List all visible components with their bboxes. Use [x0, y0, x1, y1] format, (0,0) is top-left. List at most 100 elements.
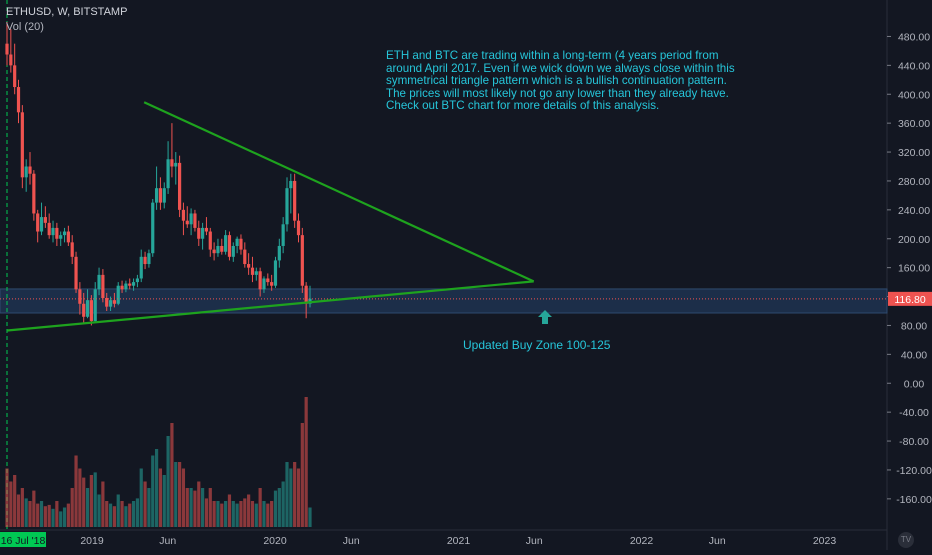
candle — [250, 256, 255, 283]
volume-bar — [43, 506, 47, 527]
candle — [273, 256, 278, 288]
volume-bar — [239, 501, 243, 527]
candle — [5, 22, 9, 66]
candle-body — [162, 188, 166, 203]
candle-body — [108, 300, 113, 307]
candle-body — [289, 180, 293, 189]
y-axis-tick-label: -120.00 — [896, 465, 932, 477]
last-price-label: 116.80 — [894, 294, 925, 306]
volume-bar — [32, 490, 36, 527]
candle-body — [273, 260, 278, 286]
volume-bar — [74, 455, 78, 527]
y-axis-tick-label: 360.00 — [898, 118, 930, 130]
volume-indicator-label[interactable]: Vol (20) — [6, 21, 44, 33]
candle — [266, 273, 270, 286]
candle-body — [220, 245, 224, 252]
annotation-line: around April 2017. Even if we wick down … — [386, 61, 735, 75]
candle — [39, 202, 44, 236]
candle-body — [85, 300, 90, 317]
candle-body — [166, 159, 170, 189]
volume-bar — [189, 488, 193, 527]
candle-body — [158, 188, 163, 203]
volume-bar — [82, 477, 86, 527]
candle — [93, 282, 97, 323]
x-axis-tick-label: Jun — [709, 535, 726, 547]
x-axis-tick-label: 2021 — [447, 535, 471, 547]
y-axis-tick-label: -160.00 — [896, 494, 932, 506]
triangle-trendline — [7, 280, 534, 332]
candle — [59, 231, 63, 246]
volume-bar — [174, 462, 178, 527]
candle — [89, 295, 93, 326]
y-axis-tick-label: 80.00 — [901, 320, 927, 332]
volume-bar — [270, 501, 274, 527]
tradingview-logo-icon[interactable]: TV — [898, 532, 914, 548]
volume-bar — [204, 498, 209, 527]
y-axis-tick-label: 160.00 — [898, 263, 930, 275]
candle-body — [296, 220, 301, 236]
candle-body — [143, 256, 147, 265]
candle — [216, 238, 220, 257]
candle — [247, 253, 251, 275]
candle-body — [154, 188, 159, 203]
candle — [277, 238, 281, 268]
candle-body — [24, 166, 28, 178]
candle — [270, 274, 274, 291]
candle — [154, 166, 159, 210]
candle-body — [120, 285, 124, 290]
candle — [120, 280, 124, 293]
candle — [97, 267, 101, 296]
y-axis-tick-label: 400.00 — [898, 89, 930, 101]
candle — [124, 280, 128, 293]
candle — [24, 159, 28, 192]
y-axis-tick-label: 40.00 — [901, 349, 927, 361]
candle — [285, 177, 289, 232]
candle-body — [300, 235, 304, 286]
buy-zone-rectangle — [0, 288, 888, 314]
candle-body — [174, 162, 178, 167]
volume-bar — [227, 494, 232, 527]
volume-bar — [170, 423, 174, 527]
candle — [32, 170, 36, 221]
candle-body — [250, 267, 255, 275]
candle-body — [170, 159, 174, 167]
volume-bar — [177, 462, 182, 527]
candle-body — [224, 235, 228, 252]
candle — [135, 274, 140, 288]
volume-bar — [262, 501, 266, 527]
candle — [128, 278, 132, 290]
volume-bar — [212, 501, 216, 527]
candle — [51, 220, 55, 243]
volume-bar — [36, 503, 40, 527]
volume-bar — [20, 488, 24, 527]
candle-body — [139, 256, 143, 279]
volume-bar — [185, 488, 189, 527]
volume-bar — [273, 490, 278, 527]
candle-body — [258, 271, 262, 290]
candle — [78, 282, 82, 315]
candle-body — [55, 227, 59, 239]
candle-body — [247, 264, 251, 268]
volume-bar — [300, 423, 304, 527]
candle — [151, 199, 155, 257]
candle-body — [82, 303, 86, 317]
candle-body — [32, 173, 36, 214]
candle-body — [20, 112, 24, 178]
candle-body — [59, 235, 63, 239]
volume-bar — [16, 494, 21, 527]
volume-bar — [193, 490, 197, 527]
candle — [36, 209, 40, 243]
start-date-badge — [0, 532, 46, 547]
candle — [74, 251, 78, 293]
candle — [131, 278, 136, 291]
candle — [105, 292, 109, 311]
candle — [139, 249, 143, 283]
candle-body — [262, 278, 266, 290]
candle-body — [216, 245, 220, 254]
annotation-line: Check out BTC chart for more details of … — [386, 99, 660, 113]
volume-bar — [97, 494, 101, 527]
candle-body — [89, 300, 93, 322]
candle — [158, 177, 163, 210]
